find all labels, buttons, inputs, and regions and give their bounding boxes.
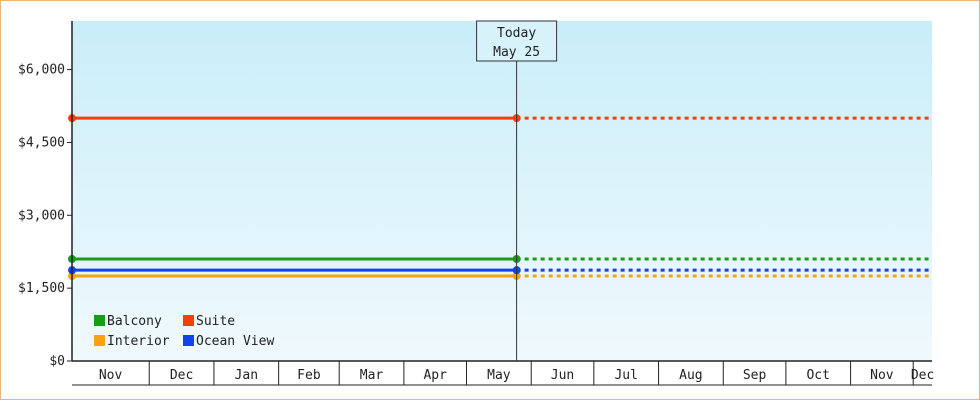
- month-label: Feb: [297, 368, 321, 383]
- today-date-label: May 25: [493, 45, 540, 60]
- y-tick-label: $3,000: [18, 208, 65, 223]
- legend-swatch-balcony: [94, 315, 105, 326]
- month-label: Mar: [360, 368, 384, 383]
- month-label: Dec: [911, 368, 934, 383]
- legend-swatch-suite: [183, 315, 194, 326]
- axis-layer: $0 $1,500 $3,000 $4,500 $6,000 Nov Dec Jan Feb Ma…: [18, 21, 934, 386]
- month-label: Nov: [99, 368, 123, 383]
- y-tick-label: $6,000: [18, 63, 65, 78]
- y-tick-label: $1,500: [18, 281, 65, 296]
- month-label: May: [487, 368, 511, 383]
- today-box: [476, 20, 558, 62]
- month-label: Jan: [235, 368, 258, 383]
- y-tick-label: $0: [49, 354, 65, 369]
- month-label: Jul: [614, 368, 637, 383]
- month-label: Aug: [679, 368, 702, 383]
- y-tick-label: $4,500: [18, 135, 65, 150]
- legend: Balcony Suite Interior Ocean View: [94, 314, 274, 349]
- month-label: Dec: [170, 368, 193, 383]
- legend-label-balcony: Balcony: [107, 314, 162, 329]
- month-label: Sep: [743, 368, 767, 383]
- today-label: Today: [497, 26, 536, 41]
- month-label: Oct: [806, 368, 829, 383]
- legend-swatch-interior: [94, 335, 105, 346]
- legend-swatch-ocean-view: [183, 335, 194, 346]
- month-label: Apr: [423, 368, 447, 383]
- legend-label-interior: Interior: [107, 334, 170, 349]
- plot-background: [72, 21, 932, 361]
- today-marker: Today May 25: [476, 20, 558, 361]
- month-label: Jun: [551, 368, 574, 383]
- month-label: Nov: [870, 368, 894, 383]
- legend-label-ocean-view: Ocean View: [196, 334, 274, 349]
- legend-label-suite: Suite: [196, 314, 235, 329]
